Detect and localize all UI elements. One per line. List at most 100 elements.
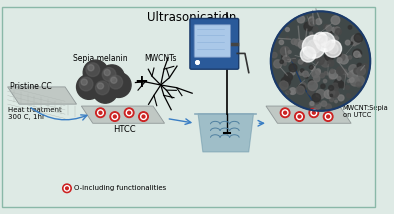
Circle shape (280, 108, 290, 117)
Circle shape (316, 32, 335, 52)
Circle shape (334, 42, 340, 48)
Circle shape (301, 59, 308, 66)
Circle shape (86, 63, 100, 77)
Circle shape (281, 77, 290, 86)
Text: MWCNTs: MWCNTs (145, 54, 177, 63)
Circle shape (323, 112, 333, 121)
Circle shape (308, 89, 314, 95)
Circle shape (346, 86, 349, 89)
Circle shape (289, 64, 297, 72)
Polygon shape (198, 114, 253, 152)
Circle shape (320, 38, 323, 40)
Circle shape (298, 41, 306, 49)
Text: +: + (135, 73, 149, 91)
Circle shape (303, 50, 313, 59)
Circle shape (335, 27, 338, 30)
Polygon shape (266, 106, 351, 123)
Circle shape (324, 40, 342, 57)
Circle shape (314, 49, 320, 55)
Circle shape (316, 69, 320, 74)
Circle shape (338, 54, 345, 61)
Text: MWCNT:Sepia
on UTCC: MWCNT:Sepia on UTCC (342, 105, 388, 118)
Circle shape (335, 32, 338, 35)
Circle shape (301, 69, 304, 72)
Circle shape (329, 70, 338, 79)
Circle shape (329, 31, 332, 34)
Circle shape (338, 71, 346, 80)
Circle shape (321, 101, 327, 106)
Circle shape (286, 91, 289, 94)
Circle shape (99, 111, 102, 114)
Circle shape (314, 76, 320, 82)
Circle shape (111, 77, 117, 83)
Circle shape (321, 58, 330, 67)
Text: Pristine CC: Pristine CC (9, 82, 51, 91)
Circle shape (355, 76, 364, 85)
Circle shape (333, 91, 339, 98)
Circle shape (353, 49, 362, 58)
Circle shape (329, 49, 332, 52)
Circle shape (294, 89, 297, 92)
Circle shape (310, 16, 314, 20)
Circle shape (324, 90, 333, 98)
Circle shape (356, 82, 361, 87)
Circle shape (315, 49, 318, 52)
Text: O-including functionalities: O-including functionalities (74, 185, 166, 191)
Circle shape (278, 51, 281, 54)
Circle shape (298, 115, 301, 118)
Circle shape (309, 80, 314, 85)
Circle shape (348, 26, 352, 29)
Circle shape (357, 67, 365, 75)
Circle shape (328, 43, 338, 54)
Circle shape (312, 70, 319, 78)
Polygon shape (7, 87, 76, 104)
Text: HTCC: HTCC (113, 125, 136, 134)
Circle shape (349, 77, 354, 82)
Circle shape (316, 42, 323, 48)
Circle shape (286, 90, 290, 94)
Circle shape (110, 112, 120, 121)
Circle shape (272, 52, 277, 58)
Circle shape (299, 71, 303, 75)
Circle shape (295, 39, 301, 46)
Circle shape (313, 98, 320, 104)
Circle shape (316, 36, 323, 42)
Circle shape (325, 52, 334, 61)
Circle shape (305, 76, 308, 78)
Circle shape (279, 40, 284, 45)
Circle shape (349, 70, 358, 78)
Circle shape (333, 36, 336, 39)
Circle shape (109, 75, 123, 89)
Circle shape (288, 51, 291, 54)
Circle shape (93, 78, 118, 103)
Circle shape (81, 79, 87, 85)
Circle shape (309, 19, 316, 26)
Circle shape (274, 60, 282, 68)
Circle shape (279, 81, 288, 90)
Circle shape (326, 25, 332, 31)
Circle shape (316, 90, 325, 99)
Circle shape (126, 110, 132, 116)
Circle shape (296, 86, 305, 94)
Circle shape (102, 68, 116, 81)
Circle shape (283, 62, 286, 65)
Circle shape (64, 186, 70, 191)
Circle shape (98, 110, 103, 116)
Circle shape (88, 65, 94, 71)
Circle shape (297, 15, 305, 23)
Circle shape (329, 85, 334, 90)
Circle shape (96, 108, 105, 117)
Circle shape (349, 65, 358, 74)
Circle shape (339, 55, 348, 64)
Circle shape (104, 70, 110, 76)
Circle shape (284, 111, 286, 114)
Circle shape (298, 59, 303, 64)
Circle shape (354, 34, 363, 42)
Circle shape (300, 47, 316, 62)
Circle shape (316, 71, 320, 75)
Circle shape (311, 110, 317, 116)
Circle shape (312, 47, 316, 51)
Circle shape (336, 67, 344, 74)
Circle shape (328, 60, 334, 66)
Circle shape (288, 59, 290, 61)
